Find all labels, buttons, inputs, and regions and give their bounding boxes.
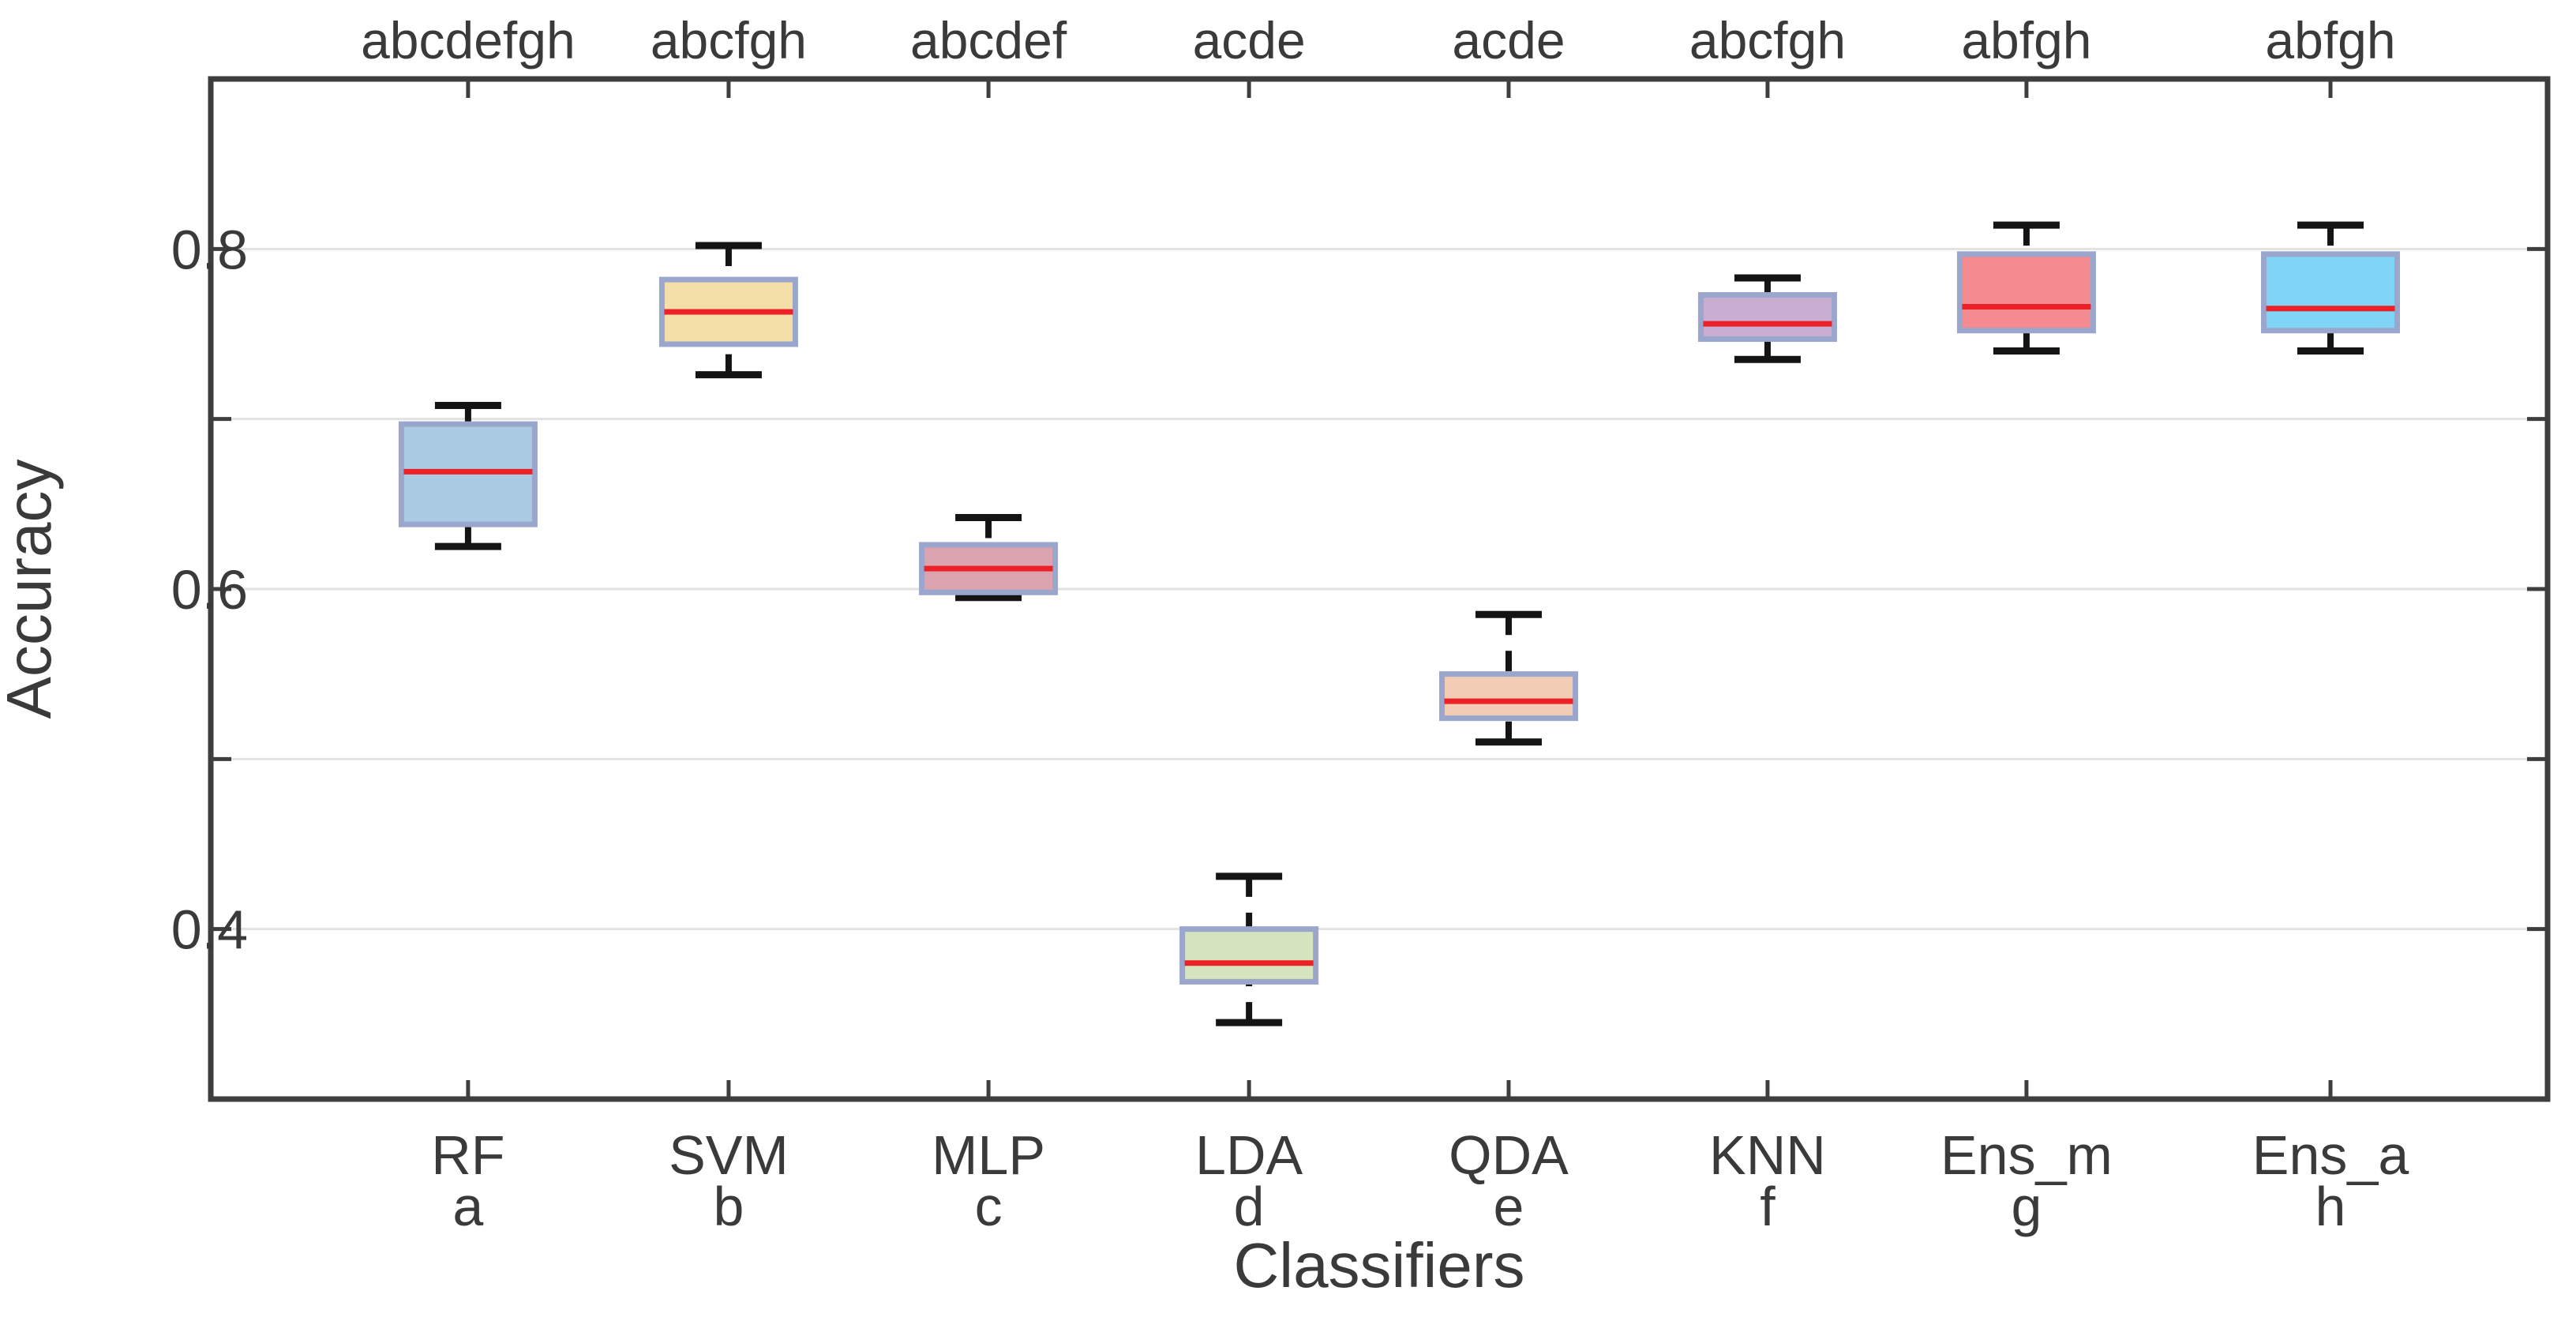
category-label: QDA bbox=[1449, 1124, 1569, 1186]
category-letter: a bbox=[452, 1176, 483, 1237]
category-label: RF bbox=[431, 1124, 504, 1186]
category-letter: e bbox=[1494, 1176, 1524, 1237]
iqr-box bbox=[1438, 671, 1578, 722]
category-label: SVM bbox=[669, 1124, 789, 1186]
category-label: KNN bbox=[1709, 1124, 1826, 1186]
category-label: MLP bbox=[932, 1124, 1045, 1186]
box-group-Ens_a: abfgh Ens_ah bbox=[2252, 11, 2409, 1237]
category-letter: g bbox=[2011, 1176, 2042, 1237]
category-label: Ens_a bbox=[2252, 1124, 2409, 1186]
category-label: Ens_m bbox=[1940, 1124, 2113, 1186]
box-group-Ens_m: abfgh Ens_mg bbox=[1940, 11, 2113, 1237]
category-letter: c bbox=[975, 1176, 1003, 1237]
significance-label: acde bbox=[1193, 11, 1306, 69]
significance-label: abcfgh bbox=[1689, 11, 1846, 69]
x-axis-title: Classifiers bbox=[1234, 1230, 1525, 1300]
category-letter: b bbox=[713, 1176, 744, 1237]
y-axis-title: Accuracy bbox=[0, 460, 64, 719]
iqr-box bbox=[1697, 291, 1837, 342]
iqr-box bbox=[1956, 251, 2096, 334]
category-letter: h bbox=[2315, 1176, 2346, 1237]
significance-label: abcdefgh bbox=[361, 11, 576, 69]
y-tick-label: 0.6 bbox=[171, 559, 248, 621]
plot-border bbox=[208, 76, 2551, 1102]
box-group-RF: abcdefgh RFa bbox=[361, 11, 576, 1237]
category-letter: f bbox=[1760, 1176, 1775, 1237]
iqr-box bbox=[1179, 926, 1319, 985]
y-tick-label: 0.8 bbox=[171, 219, 248, 280]
significance-label: abfgh bbox=[1961, 11, 2091, 69]
significance-label: acde bbox=[1452, 11, 1565, 69]
iqr-box bbox=[2261, 251, 2401, 334]
significance-label: abcdef bbox=[910, 11, 1067, 69]
significance-label: abfgh bbox=[2265, 11, 2395, 69]
category-label: LDA bbox=[1195, 1124, 1303, 1186]
y-tick-label: 0.4 bbox=[171, 899, 248, 961]
category-letter: d bbox=[1234, 1176, 1265, 1237]
significance-label: abcfgh bbox=[651, 11, 807, 69]
